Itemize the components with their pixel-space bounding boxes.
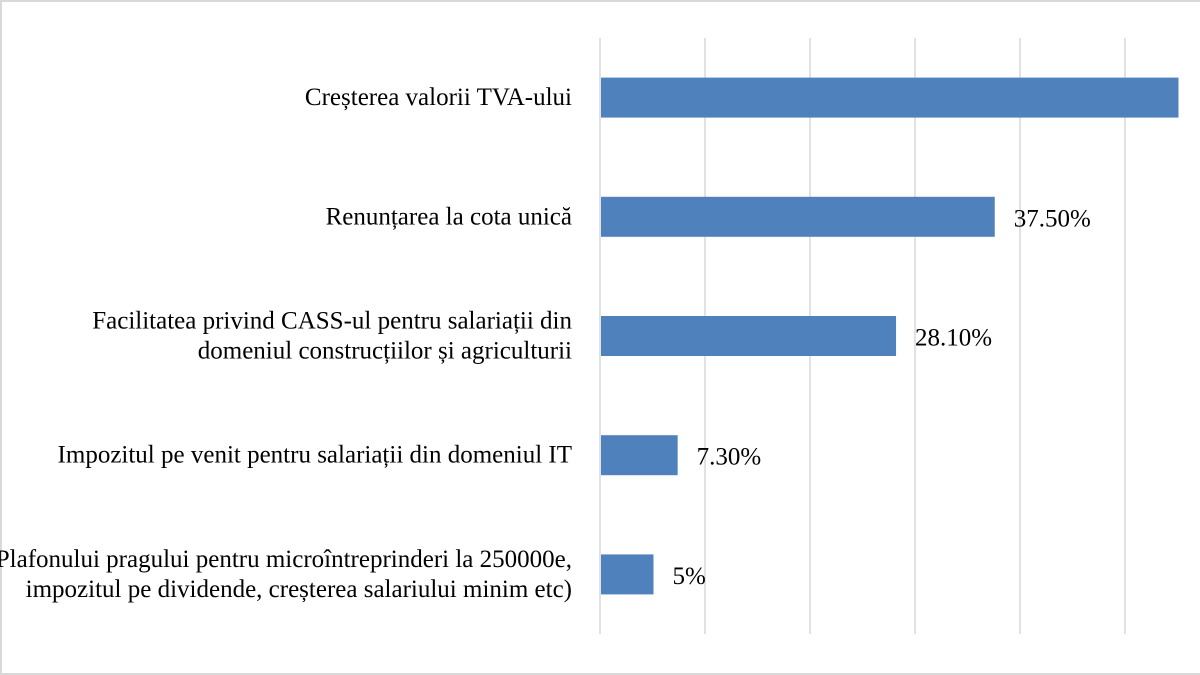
bar <box>601 435 678 476</box>
data-label: 37.50% <box>1014 205 1091 232</box>
category-label: Facilitatea privind CASS-ul pentru salar… <box>92 308 572 335</box>
data-labels: 37.50% 28.10% 7.30% 5% <box>673 205 1091 590</box>
bar <box>601 77 1179 118</box>
data-label: 28.10% <box>915 325 992 352</box>
category-label: Plafonului pragului pentru microîntrepri… <box>0 546 572 573</box>
category-label: Renunțarea la cota unică <box>326 203 572 230</box>
bar <box>601 554 654 595</box>
bar <box>601 196 995 237</box>
data-label: 5% <box>673 563 706 590</box>
bars <box>601 77 1179 595</box>
category-label: Creșterea valorii TVA-ului <box>305 84 572 111</box>
category-labels: Creșterea valorii TVA-ului Renunțarea la … <box>0 84 572 603</box>
category-label: domeniul construcțiilor și agriculturii <box>198 338 572 365</box>
bar <box>601 316 897 356</box>
category-label: impozitul pe dividende, creșterea salari… <box>26 576 572 603</box>
data-label: 7.30% <box>697 444 762 471</box>
category-label: Impozitul pe venit pentru salariații din… <box>58 442 572 469</box>
